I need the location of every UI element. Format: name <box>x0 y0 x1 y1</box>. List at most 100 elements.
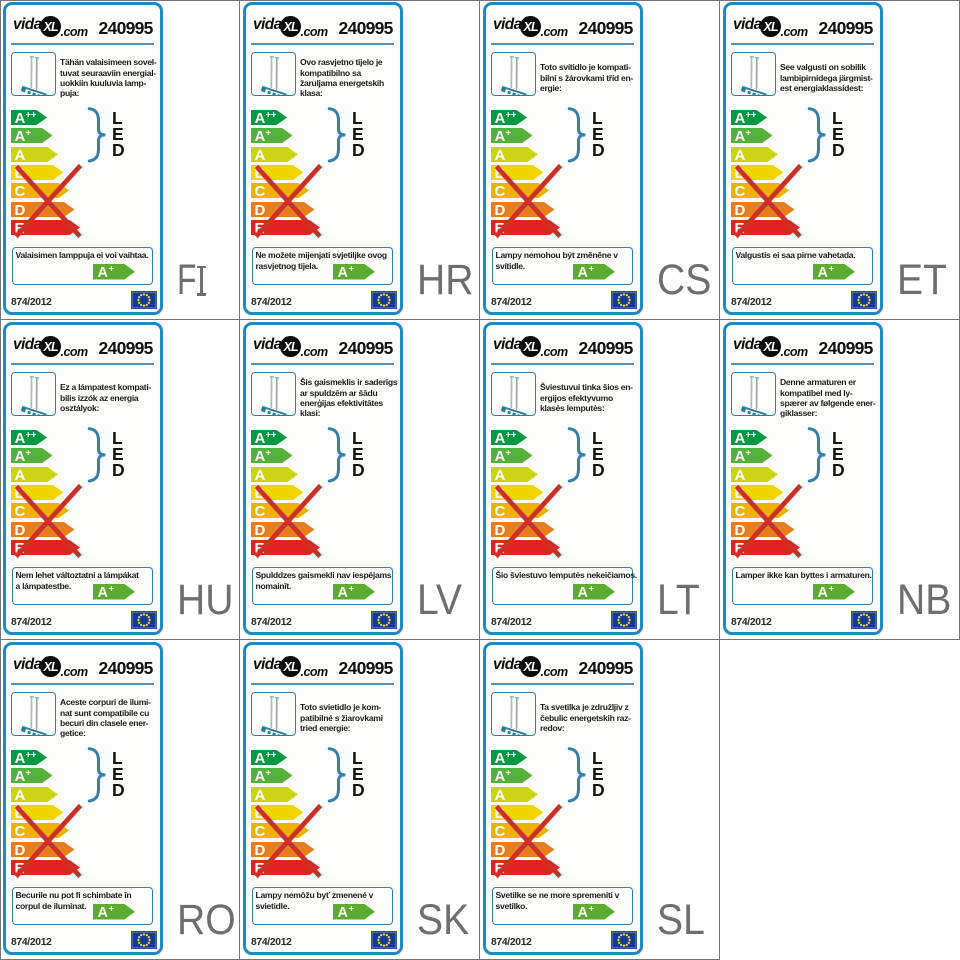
svg-text:A: A <box>15 787 26 802</box>
svg-text:D: D <box>255 202 266 217</box>
svg-text:+: + <box>109 904 115 915</box>
svg-text:++: ++ <box>746 430 758 441</box>
svg-text:A: A <box>255 147 266 162</box>
svg-text:D: D <box>15 842 26 857</box>
svg-text:C: C <box>495 503 506 518</box>
svg-text:+: + <box>266 448 272 459</box>
svg-text:D: D <box>495 202 506 217</box>
svg-text:+: + <box>26 128 32 139</box>
svg-text:A: A <box>735 147 746 162</box>
svg-text:A: A <box>735 448 746 463</box>
svg-text:A: A <box>495 750 506 765</box>
svg-text:+: + <box>506 128 512 139</box>
svg-text:A: A <box>495 787 506 802</box>
svg-text:D: D <box>255 842 266 857</box>
svg-text:++: ++ <box>746 110 758 121</box>
svg-text:A: A <box>495 128 506 143</box>
svg-text:+: + <box>829 264 835 275</box>
svg-text:C: C <box>735 503 746 518</box>
svg-text:+: + <box>746 448 752 459</box>
svg-text:A: A <box>495 768 506 783</box>
svg-text:E: E <box>255 220 265 235</box>
svg-text:A: A <box>255 467 266 482</box>
svg-text:A: A <box>15 430 26 445</box>
svg-text:D: D <box>15 522 26 537</box>
svg-text:A: A <box>735 430 746 445</box>
svg-text:A: A <box>15 467 26 482</box>
svg-text:A: A <box>495 467 506 482</box>
svg-text:A: A <box>15 128 26 143</box>
svg-text:+: + <box>109 264 115 275</box>
svg-text:A: A <box>15 448 26 463</box>
svg-text:C: C <box>15 823 26 838</box>
svg-text:E: E <box>15 540 25 555</box>
svg-text:A: A <box>255 128 266 143</box>
svg-text:+: + <box>589 904 595 915</box>
svg-text:A: A <box>338 265 349 280</box>
svg-text:A: A <box>255 787 266 802</box>
svg-text:A: A <box>578 265 589 280</box>
svg-text:A: A <box>98 905 109 920</box>
svg-text:D: D <box>735 202 746 217</box>
svg-text:++: ++ <box>506 430 518 441</box>
svg-text:A: A <box>98 265 109 280</box>
svg-text:A: A <box>15 110 26 125</box>
svg-text:++: ++ <box>266 430 278 441</box>
svg-text:E: E <box>255 540 265 555</box>
svg-text:E: E <box>495 540 505 555</box>
svg-text:+: + <box>589 584 595 595</box>
svg-text:+: + <box>349 904 355 915</box>
svg-text:A: A <box>578 585 589 600</box>
svg-text:A: A <box>735 128 746 143</box>
svg-text:A: A <box>818 585 829 600</box>
svg-text:+: + <box>506 448 512 459</box>
svg-text:A: A <box>495 448 506 463</box>
svg-text:A: A <box>255 110 266 125</box>
svg-text:+: + <box>506 768 512 779</box>
svg-text:++: ++ <box>266 110 278 121</box>
svg-text:A: A <box>255 430 266 445</box>
svg-text:C: C <box>255 823 266 838</box>
svg-text:E: E <box>495 860 505 875</box>
svg-text:+: + <box>109 584 115 595</box>
svg-text:E: E <box>735 540 745 555</box>
svg-text:A: A <box>255 750 266 765</box>
svg-text:+: + <box>266 128 272 139</box>
svg-text:D: D <box>495 522 506 537</box>
svg-text:C: C <box>495 823 506 838</box>
svg-text:D: D <box>495 842 506 857</box>
svg-text:A: A <box>15 750 26 765</box>
svg-text:+: + <box>26 448 32 459</box>
svg-text:A: A <box>735 467 746 482</box>
svg-text:C: C <box>255 183 266 198</box>
svg-text:++: ++ <box>506 110 518 121</box>
svg-text:++: ++ <box>506 750 518 761</box>
svg-text:A: A <box>495 110 506 125</box>
svg-text:+: + <box>349 584 355 595</box>
svg-text:C: C <box>15 183 26 198</box>
svg-text:+: + <box>349 264 355 275</box>
svg-text:C: C <box>255 503 266 518</box>
svg-text:++: ++ <box>26 110 38 121</box>
svg-text:++: ++ <box>266 750 278 761</box>
svg-text:A: A <box>578 905 589 920</box>
svg-text:E: E <box>15 220 25 235</box>
svg-text:A: A <box>338 585 349 600</box>
svg-text:+: + <box>266 768 272 779</box>
svg-text:A: A <box>735 110 746 125</box>
svg-text:C: C <box>15 503 26 518</box>
svg-text:D: D <box>255 522 266 537</box>
svg-text:D: D <box>15 202 26 217</box>
svg-text:+: + <box>589 264 595 275</box>
svg-text:A: A <box>255 768 266 783</box>
svg-text:+: + <box>829 584 835 595</box>
svg-text:+: + <box>26 768 32 779</box>
svg-text:A: A <box>818 265 829 280</box>
svg-text:++: ++ <box>26 430 38 441</box>
svg-text:A: A <box>495 147 506 162</box>
svg-text:E: E <box>255 860 265 875</box>
svg-text:++: ++ <box>26 750 38 761</box>
svg-text:E: E <box>495 220 505 235</box>
svg-text:A: A <box>98 585 109 600</box>
svg-text:E: E <box>735 220 745 235</box>
